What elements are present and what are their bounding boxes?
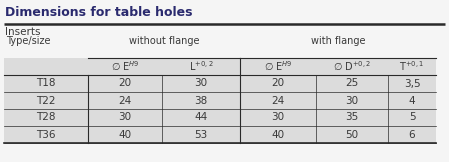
Text: 3,5: 3,5: [404, 79, 420, 88]
Text: 6: 6: [409, 129, 415, 139]
Text: 30: 30: [345, 96, 359, 105]
Text: 20: 20: [272, 79, 285, 88]
Bar: [4, 58, 436, 143]
Text: 50: 50: [345, 129, 359, 139]
Text: 38: 38: [194, 96, 207, 105]
Text: T22: T22: [36, 96, 56, 105]
Text: 40: 40: [272, 129, 285, 139]
Text: 30: 30: [272, 112, 285, 122]
Text: T18: T18: [36, 79, 56, 88]
Text: 20: 20: [119, 79, 132, 88]
Text: L$^{+0,2}$: L$^{+0,2}$: [189, 59, 213, 73]
Text: 24: 24: [271, 96, 285, 105]
Text: 4: 4: [409, 96, 415, 105]
Text: 24: 24: [119, 96, 132, 105]
Text: 53: 53: [194, 129, 207, 139]
Text: $\varnothing$ D$^{+0,2}$: $\varnothing$ D$^{+0,2}$: [333, 59, 371, 73]
Text: 5: 5: [409, 112, 415, 122]
Text: 40: 40: [119, 129, 132, 139]
Text: 35: 35: [345, 112, 359, 122]
Text: Type/size: Type/size: [6, 36, 50, 46]
Text: with flange: with flange: [311, 36, 365, 46]
Text: 44: 44: [194, 112, 207, 122]
Text: $\varnothing$ E$^{H9}$: $\varnothing$ E$^{H9}$: [110, 59, 139, 73]
Text: Dimensions for table holes: Dimensions for table holes: [5, 6, 193, 18]
Text: 25: 25: [345, 79, 359, 88]
Text: 30: 30: [194, 79, 207, 88]
Text: 30: 30: [119, 112, 132, 122]
Text: T$^{+0,1}$: T$^{+0,1}$: [399, 59, 425, 73]
Text: T36: T36: [36, 129, 56, 139]
Text: without flange: without flange: [129, 36, 199, 46]
Text: $\varnothing$ E$^{H9}$: $\varnothing$ E$^{H9}$: [264, 59, 292, 73]
Text: Inserts: Inserts: [5, 27, 40, 37]
Text: T28: T28: [36, 112, 56, 122]
